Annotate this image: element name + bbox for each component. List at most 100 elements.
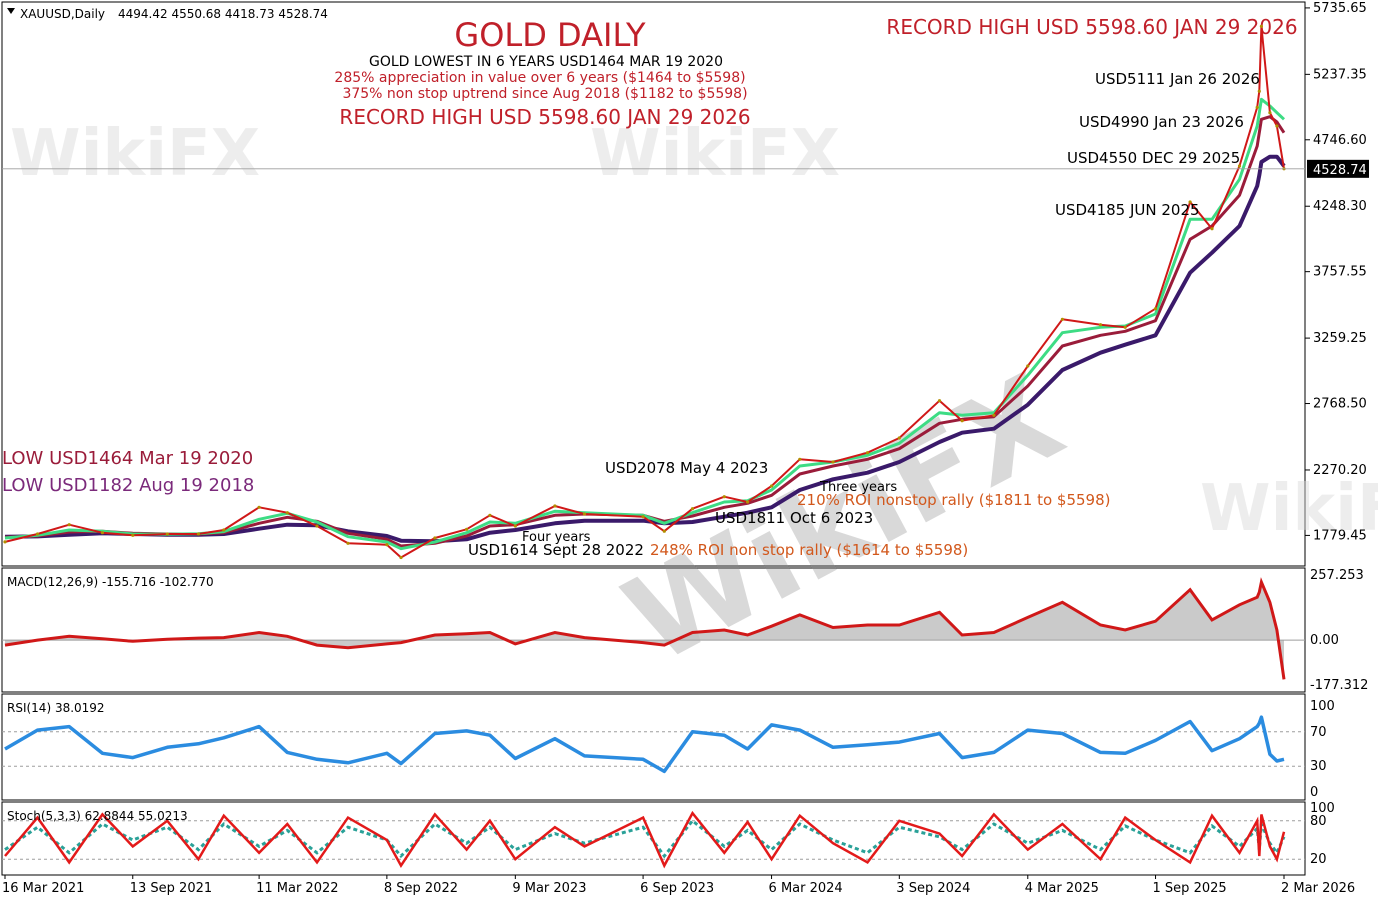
price-point bbox=[399, 555, 403, 560]
price-point bbox=[433, 536, 437, 540]
price-point bbox=[553, 504, 557, 508]
date-tick-label: 13 Sep 2021 bbox=[130, 881, 212, 896]
rsi-tick-label: 70 bbox=[1310, 725, 1327, 740]
date-tick-label: 11 Mar 2022 bbox=[256, 881, 338, 896]
date-tick-label: 2 Mar 2026 bbox=[1281, 881, 1355, 896]
ema-fast-line bbox=[4, 97, 1286, 551]
price-point bbox=[165, 532, 169, 536]
rsi-line bbox=[4, 715, 1285, 774]
price-axis: 1779.45 2270.20 2768.50 3259.25 3757.55 4248.… bbox=[1305, 1, 1369, 543]
date-tick-label: 1 Sep 2025 bbox=[1153, 881, 1227, 896]
price-point bbox=[1188, 200, 1192, 204]
price-tick-label: 3757.55 bbox=[1313, 265, 1367, 280]
watermark-text: WikiFX bbox=[10, 117, 260, 191]
date-tick-label: 8 Sep 2022 bbox=[384, 881, 458, 896]
price-point bbox=[690, 507, 695, 511]
price-point bbox=[831, 460, 835, 464]
date-tick-label: 4 Mar 2025 bbox=[1025, 881, 1099, 896]
price-tick-label: 2270.20 bbox=[1313, 463, 1367, 478]
annotation-label: Three years bbox=[819, 480, 897, 495]
annotation-label: USD4550 DEC 29 2025 bbox=[1067, 149, 1240, 167]
date-tick-label: 9 Mar 2023 bbox=[512, 881, 586, 896]
record-high-top: RECORD HIGH USD 5598.60 JAN 29 2026 bbox=[886, 15, 1297, 39]
price-point bbox=[513, 524, 517, 528]
ema-slow-line bbox=[4, 154, 1286, 544]
macd-tick-label: 0.00 bbox=[1310, 633, 1339, 648]
annotation-label: Four years bbox=[522, 530, 591, 545]
price-point bbox=[641, 515, 645, 519]
annotation-label: USD4990 Jan 23 2026 bbox=[1079, 113, 1244, 131]
macd-tick-label: -177.312 bbox=[1310, 678, 1368, 693]
title-line-3: 375% non stop uptrend since Aug 2018 ($1… bbox=[342, 86, 747, 102]
symbol-name: XAUUSD,Daily bbox=[20, 7, 105, 21]
price-point bbox=[67, 523, 71, 527]
watermark-text: WikiFX bbox=[1200, 472, 1378, 546]
date-tick-label: 6 Mar 2024 bbox=[769, 881, 843, 896]
current-price-tag bbox=[1307, 159, 1369, 178]
price-point bbox=[1098, 323, 1103, 327]
price-point bbox=[257, 505, 261, 509]
macd-panel-frame bbox=[1, 567, 1306, 693]
annotation-label: USD2078 May 4 2023 bbox=[605, 459, 768, 477]
ema-mid-line bbox=[4, 115, 1286, 548]
annotation-label: 248% ROI non stop rally ($1614 to $5598) bbox=[650, 541, 968, 559]
main-panel-frame bbox=[1, 1, 1306, 567]
symbol-triangle-icon bbox=[7, 8, 15, 14]
record-high-center: RECORD HIGH USD 5598.60 JAN 29 2026 bbox=[339, 105, 750, 129]
price-point bbox=[960, 419, 964, 423]
price-point bbox=[770, 484, 774, 488]
price-point bbox=[1123, 325, 1127, 329]
title-line-2: 285% appreciation in value over 6 years … bbox=[334, 70, 745, 86]
price-point bbox=[798, 457, 802, 461]
price-point bbox=[937, 399, 942, 403]
price-point bbox=[1237, 164, 1242, 168]
annotation-label: 210% ROI nonstop rally ($1811 to $5598) bbox=[797, 491, 1111, 509]
price-point bbox=[722, 495, 726, 499]
price-point bbox=[315, 524, 319, 528]
price-point bbox=[1259, 24, 1263, 28]
price-point bbox=[746, 500, 750, 504]
price-point bbox=[897, 436, 901, 440]
stoch-label: Stoch(5,3,3) 62.8844 55.0213 bbox=[7, 809, 188, 823]
price-point bbox=[865, 451, 870, 455]
price-point bbox=[1268, 111, 1272, 115]
price-plot bbox=[2, 24, 1305, 560]
price-point bbox=[1210, 227, 1214, 231]
current-price-label: 4528.74 bbox=[1313, 163, 1367, 178]
price-point bbox=[662, 529, 666, 533]
title-line-1: GOLD LOWEST IN 6 YEARS USD1464 MAR 19 20… bbox=[369, 54, 723, 70]
price-point bbox=[1275, 124, 1279, 128]
price-point bbox=[1060, 317, 1064, 321]
date-tick-label: 16 Mar 2021 bbox=[2, 881, 84, 896]
price-point bbox=[196, 532, 200, 536]
annotation-label: LOW USD1182 Aug 19 2018 bbox=[2, 475, 254, 496]
rsi-tick-label: 30 bbox=[1310, 759, 1327, 774]
price-point bbox=[582, 512, 587, 516]
annotations: LOW USD1464 Mar 19 2020 LOW USD1182 Aug 1… bbox=[2, 70, 1260, 559]
price-point bbox=[100, 531, 104, 535]
price-point bbox=[465, 527, 469, 531]
chart-titles: GOLD DAILY GOLD LOWEST IN 6 YEARS USD146… bbox=[334, 15, 1297, 129]
stoch-tick-label: 20 bbox=[1310, 852, 1327, 867]
price-tick-label: 3259.25 bbox=[1313, 331, 1367, 346]
stoch-main-line bbox=[4, 810, 1286, 869]
macd-plot: 257.253 0.00 -177.312 bbox=[2, 568, 1368, 693]
price-point bbox=[488, 513, 492, 517]
price-point bbox=[1257, 89, 1261, 93]
stoch-tick-label: 100 bbox=[1310, 801, 1335, 816]
macd-signal-line bbox=[4, 577, 1286, 680]
stoch-tick-label: 80 bbox=[1310, 814, 1327, 829]
price-point bbox=[1153, 307, 1158, 311]
date-axis: 16 Mar 2021 13 Sep 2021 11 Mar 2022 8 Sep 2… bbox=[2, 875, 1355, 896]
price-tick-label: 5237.35 bbox=[1313, 67, 1367, 82]
annotation-label: USD1811 Oct 6 2023 bbox=[715, 509, 873, 527]
price-point bbox=[1026, 364, 1030, 368]
rsi-plot: 100 70 30 0 bbox=[2, 699, 1335, 800]
rsi-tick-label: 100 bbox=[1310, 699, 1335, 714]
price-point bbox=[285, 511, 289, 515]
price-point bbox=[35, 532, 40, 536]
date-tick-label: 3 Sep 2024 bbox=[896, 881, 970, 896]
